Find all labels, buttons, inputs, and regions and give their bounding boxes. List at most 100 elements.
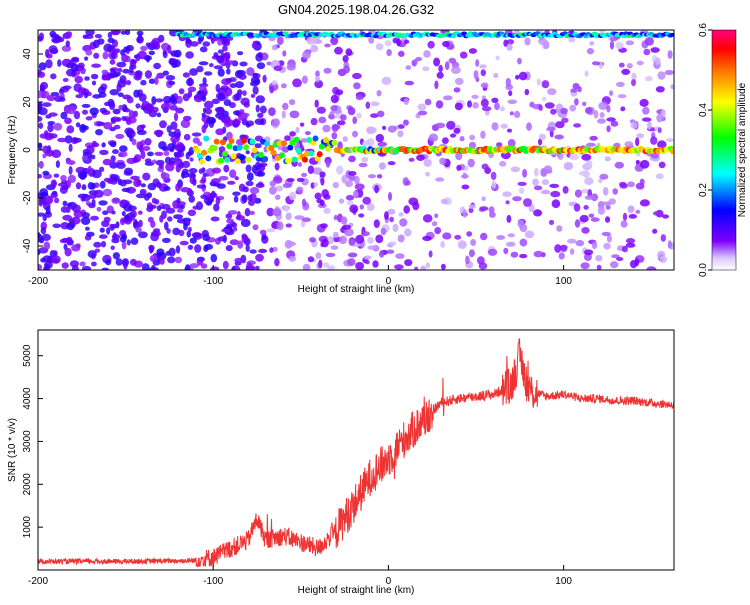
- spectrogram-feature-cell: [316, 151, 323, 158]
- spectrogram-cell: [319, 171, 326, 178]
- spectrogram-cell: [93, 189, 104, 198]
- spectrogram-cell: [467, 158, 475, 168]
- spectrogram-cell: [198, 61, 209, 66]
- spectrogram-cell: [118, 151, 128, 158]
- spectrogram-cell: [155, 98, 164, 103]
- x-tick-label: 0: [386, 276, 392, 287]
- spectrogram-cell: [360, 231, 370, 237]
- spectrogram-cell: [336, 165, 344, 175]
- spectrogram-cell: [66, 222, 75, 231]
- spectrogram-cell: [491, 97, 499, 104]
- spectrogram-cell: [397, 124, 405, 129]
- spectrogram-cell: [135, 103, 141, 109]
- spectrogram-cell: [397, 234, 405, 243]
- spectrogram-cell: [129, 64, 134, 74]
- spectrogram-cell: [376, 90, 382, 97]
- spectrogram-cell: [220, 115, 231, 124]
- spectrogram-cell: [652, 211, 662, 216]
- spectrogram-cell: [102, 158, 112, 166]
- spectrogram-cell: [354, 175, 360, 185]
- spectrogram-cell: [64, 117, 72, 125]
- spectrogram-cell: [286, 241, 296, 247]
- spectrogram-cell: [141, 100, 150, 109]
- spectrogram-cell: [590, 217, 600, 222]
- spectrogram-cell: [271, 44, 278, 51]
- spectrogram-cell: [94, 34, 102, 39]
- spectrogram-cell: [232, 191, 241, 196]
- spectrogram-cell: [277, 36, 284, 45]
- spectrogram-cell: [363, 255, 372, 260]
- spectrogram-feature-cell: [306, 137, 313, 143]
- spectrogram-cell: [167, 44, 172, 54]
- spectrogram-cell: [173, 128, 181, 138]
- spectrogram-cell: [66, 105, 76, 115]
- spectrogram-cell: [301, 198, 307, 207]
- spectrogram-cell: [345, 180, 353, 188]
- spectrogram-cell: [42, 102, 52, 107]
- spectrogram-feature-cell: [295, 147, 302, 154]
- spectrogram-cell: [138, 231, 148, 239]
- spectrogram-cell: [524, 37, 531, 46]
- spectrogram-cell: [380, 227, 387, 236]
- spectrogram-cell: [153, 129, 164, 136]
- spectrogram-cell: [386, 249, 395, 254]
- spectrogram-cell: [147, 151, 154, 157]
- spectrogram-cell: [175, 245, 181, 254]
- spectrogram-cell: [619, 183, 628, 189]
- spectrogram-cell: [541, 179, 550, 186]
- spectrogram-cell: [381, 76, 392, 86]
- spectrogram-cell: [480, 98, 489, 108]
- spectrogram-cell: [355, 262, 365, 270]
- spectrogram-cell: [140, 79, 147, 86]
- spectrogram-cell: [434, 227, 442, 235]
- spectrogram-feature-cell: [222, 150, 229, 157]
- spectrogram-cell: [289, 110, 300, 119]
- spectrogram-cell: [187, 188, 193, 195]
- spectrogram-cell: [245, 262, 253, 270]
- spectrogram-cell: [396, 38, 401, 47]
- spectrogram-cell: [151, 37, 162, 45]
- spectrogram-cell: [314, 80, 324, 89]
- spectrogram-cell: [212, 167, 221, 174]
- spectrogram-cell: [425, 171, 430, 177]
- colorbar-label: Normalized spectral amplitude: [737, 82, 748, 217]
- spectrogram-cell: [348, 171, 357, 176]
- spectrogram-cell: [422, 66, 430, 72]
- spectrogram-cell: [472, 102, 479, 109]
- spectrogram-cell: [217, 49, 224, 54]
- spectrogram-cell: [503, 247, 509, 255]
- spectrogram-cell: [335, 89, 344, 96]
- spectrogram-cell: [133, 54, 138, 59]
- spectrogram-cell: [259, 229, 267, 235]
- spectrogram-cell: [234, 92, 242, 101]
- spectrogram-cell: [341, 174, 348, 184]
- spectrogram-cell: [440, 263, 446, 270]
- spectrogram-cell: [596, 264, 602, 270]
- spectrogram-cell: [227, 210, 238, 215]
- spectrogram-cell: [468, 207, 474, 214]
- spectrogram-cell: [101, 69, 109, 75]
- spectrogram-cell: [551, 199, 561, 209]
- spectrogram-cell: [163, 150, 170, 156]
- spectrogram-cell: [285, 223, 292, 228]
- spectrogram-cell: [158, 162, 164, 169]
- spectrogram-cell: [201, 95, 207, 102]
- spectrogram-cell: [112, 252, 120, 260]
- spectrogram-cell: [615, 41, 624, 50]
- spectrogram-cell: [252, 86, 259, 95]
- spectrogram-cell: [507, 99, 518, 105]
- spectrogram-cell: [274, 194, 281, 200]
- spectrogram-cell: [120, 217, 126, 226]
- spectrogram-cell: [50, 92, 60, 96]
- spectrogram-cell: [123, 108, 131, 113]
- spectrogram-cell: [315, 70, 320, 78]
- spectrogram-feature-cell: [224, 156, 231, 163]
- spectrogram-cell: [480, 130, 486, 139]
- spectrogram-cell: [90, 215, 99, 221]
- spectrogram-cell: [199, 46, 208, 53]
- spectrogram-cell: [584, 195, 594, 200]
- spectrogram-cell: [286, 63, 296, 71]
- spectrogram-cell: [86, 231, 95, 237]
- spectrogram-cell: [57, 137, 67, 143]
